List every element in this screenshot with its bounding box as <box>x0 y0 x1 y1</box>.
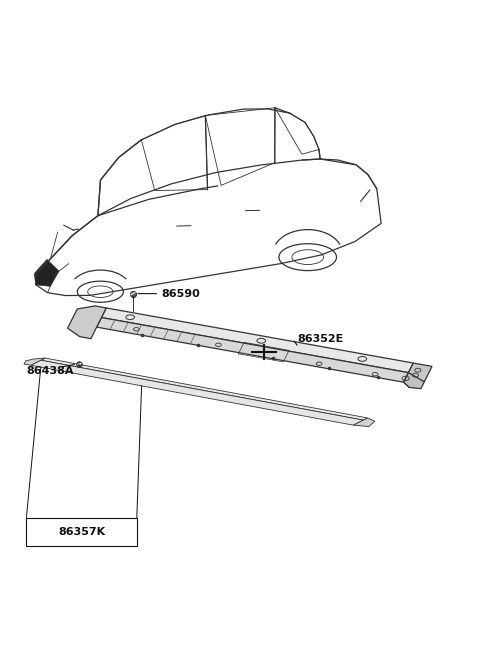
Text: 86352E: 86352E <box>298 334 344 344</box>
Polygon shape <box>96 318 408 382</box>
Text: 86590: 86590 <box>162 289 201 298</box>
Polygon shape <box>35 260 59 286</box>
Polygon shape <box>41 358 368 420</box>
Polygon shape <box>404 373 424 388</box>
Text: 86357K: 86357K <box>58 527 105 537</box>
Polygon shape <box>68 306 106 338</box>
Polygon shape <box>24 358 45 365</box>
FancyBboxPatch shape <box>26 518 137 546</box>
Polygon shape <box>101 308 413 373</box>
Polygon shape <box>404 363 432 388</box>
Polygon shape <box>353 418 375 426</box>
Text: 86438A: 86438A <box>26 366 74 376</box>
Polygon shape <box>31 360 363 425</box>
